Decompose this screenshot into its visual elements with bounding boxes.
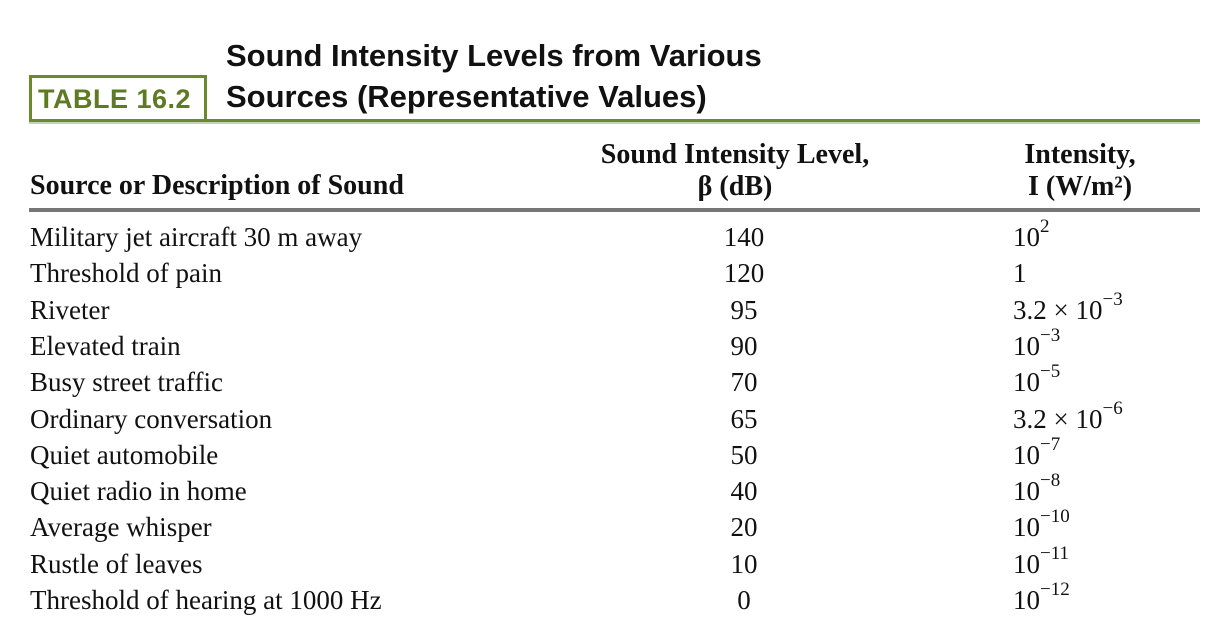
title-rule-shadow [29,122,1200,124]
row-source: Quiet radio in home [30,476,247,507]
row-intensity: 10−11 [1013,544,1069,580]
row-intensity: 10−7 [1013,435,1060,471]
table-title-line-2: Sources (Representative Values) [226,79,707,114]
row-intensity-base: 10 [1013,548,1040,579]
row-intensity-exponent: −3 [1040,324,1061,346]
row-source: Threshold of pain [30,258,222,289]
row-intensity: 102 [1013,217,1050,253]
header-intensity-line-2: I (W/m²) [1027,171,1133,202]
row-intensity-exponent: −10 [1040,506,1070,528]
table-row: Average whisper 20 10−10 [29,507,1200,548]
row-intensity: 10−10 [1013,507,1070,543]
row-level: 65 [730,403,758,434]
row-intensity-exponent: −11 [1040,542,1070,564]
row-intensity-base: 10 [1013,367,1040,398]
row-level: 70 [730,367,758,398]
row-intensity-base: 10 [1013,222,1040,252]
table-row: Rustle of leaves 10 10−11 [29,544,1200,585]
row-intensity-base: 10 [1013,330,1040,361]
table-row: Elevated train 90 10−3 [29,326,1200,367]
row-source: Ordinary conversation [30,403,273,434]
row-level: 95 [730,294,758,325]
row-intensity-base: 10 [1013,512,1040,543]
header-level-line-1: Sound Intensity Level, [600,139,870,170]
row-intensity: 10−8 [1013,471,1060,507]
table-label: TABLE 16.2 [38,84,192,114]
row-intensity-base: 10 [1013,476,1040,507]
table-row: Riveter 95 3.2 × 10−3 [29,290,1200,331]
row-intensity-base: 10 [1013,585,1040,615]
table-row: Ordinary conversation 65 3.2 × 10−6 [29,399,1200,440]
row-source: Military jet aircraft 30 m away [30,222,363,252]
row-source: Threshold of hearing at 1000 Hz [30,585,382,615]
header-intensity-line-1: Intensity, [1024,139,1136,170]
table-title-line-1: Sound Intensity Levels from Various [226,38,762,73]
row-intensity-base: 1 [1013,258,1027,289]
row-intensity-exponent: 2 [1040,216,1050,237]
row-level: 140 [723,222,765,252]
row-source: Average whisper [30,512,212,543]
table-row: Quiet radio in home 40 10−8 [29,471,1200,512]
row-source: Busy street traffic [30,367,223,398]
row-level: 120 [723,258,765,289]
row-level: 10 [730,548,758,579]
row-level: 20 [730,512,758,543]
row-intensity: 3.2 × 10−6 [1013,399,1123,435]
row-intensity-exponent: −3 [1102,288,1123,310]
row-intensity-exponent: −5 [1040,361,1061,383]
row-intensity-base: 10 [1013,439,1040,470]
table-label-frame [29,75,207,121]
row-intensity: 10−12 [1013,580,1070,616]
row-source: Riveter [30,294,110,325]
row-intensity-base: 3.2 × 10 [1013,403,1103,434]
table-row: Threshold of pain 120 1 [29,258,1200,294]
row-source: Quiet automobile [30,439,219,470]
row-intensity: 1 [1013,258,1027,289]
label-underline [29,119,207,122]
row-level: 40 [730,476,758,507]
row-level: 50 [730,439,758,470]
row-level: 0 [737,585,751,615]
table-row: Quiet automobile 50 10−7 [29,435,1200,476]
row-intensity-exponent: −12 [1040,579,1070,600]
row-intensity: 10−3 [1013,326,1060,362]
row-intensity-exponent: −6 [1102,397,1123,419]
row-intensity-base: 3.2 × 10 [1013,294,1103,325]
row-source: Rustle of leaves [30,548,203,579]
row-source: Elevated train [30,330,181,361]
row-level: 90 [730,330,758,361]
table-row: Threshold of hearing at 1000 Hz 0 10−12 [29,580,1200,621]
header-level-line-2: β (dB) [697,171,773,202]
row-intensity-exponent: −7 [1040,433,1061,455]
table-row: Military jet aircraft 30 m away 140 102 [29,217,1200,258]
table-row: Busy street traffic 70 10−5 [29,362,1200,403]
header-source: Source or Description of Sound [30,170,404,201]
header-rule [29,208,1200,212]
row-intensity: 10−5 [1013,362,1060,398]
title-rule [207,119,1200,122]
row-intensity: 3.2 × 10−3 [1013,290,1123,326]
row-intensity-exponent: −8 [1040,470,1061,492]
